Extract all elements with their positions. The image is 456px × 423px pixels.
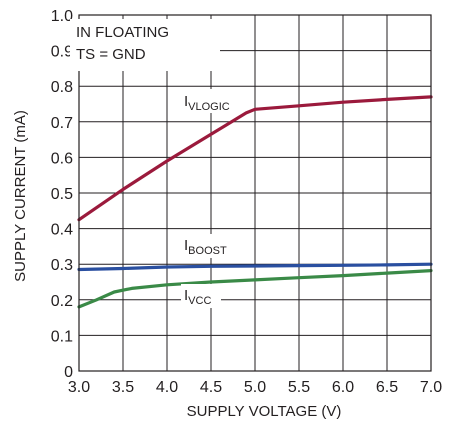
x-tick-label: 4.5 [200, 379, 222, 396]
tick-labels: 3.0 3.5 4.0 4.5 5.0 5.5 6.0 6.5 7.0 0 0.1 0.2 0.3 0.4… [51, 8, 442, 396]
y-tick-label: 1.0 [51, 8, 73, 25]
y-axis-title: SUPPLY CURRENT (mA) [12, 110, 29, 282]
x-tick-label: 3.0 [68, 379, 90, 396]
series-line-vcc [77, 269, 433, 309]
label-backdrop-vlogic [181, 89, 239, 113]
x-tick-label: 6.5 [376, 379, 398, 396]
y-tick-label: 0.7 [51, 115, 73, 132]
series-label-vcc: IVCC [184, 287, 211, 307]
label-backdrop-vcc [181, 284, 221, 308]
y-tick-label: 0.1 [51, 328, 73, 345]
x-tick-label: 5.5 [288, 379, 310, 396]
y-tick-label: 0.4 [51, 222, 73, 239]
x-tick-label: 7.0 [420, 379, 442, 396]
x-tick-label: 3.5 [112, 379, 134, 396]
x-tick-label: 5.0 [244, 379, 266, 396]
y-tick-label: 0.3 [51, 257, 73, 274]
y-tick-label: 0.2 [51, 293, 73, 310]
annotation-backdrop [70, 19, 220, 71]
x-tick-label: 6.0 [332, 379, 354, 396]
plot-frame [78, 14, 432, 372]
series-label-boost: IBOOST [184, 237, 227, 257]
y-tick-label: 0.9 [51, 44, 73, 61]
series-line-boost [77, 262, 433, 272]
y-tick-label: 0.8 [51, 79, 73, 96]
x-axis-title: SUPPLY VOLTAGE (V) [187, 403, 342, 420]
annotation-in-floating: IN FLOATING [76, 24, 169, 41]
annotation-ts-gnd: TS = GND [76, 46, 146, 63]
x-tick-label: 4.0 [156, 379, 178, 396]
y-tick-label: 0.6 [51, 150, 73, 167]
y-tick-label: 0 [64, 364, 73, 381]
y-tick-label: 0.5 [51, 186, 73, 203]
series-line-vlogic [77, 95, 433, 222]
series-lines [77, 95, 433, 309]
label-backdrop-boost [181, 234, 239, 258]
series-label-vlogic: IVLOGIC [184, 93, 230, 113]
